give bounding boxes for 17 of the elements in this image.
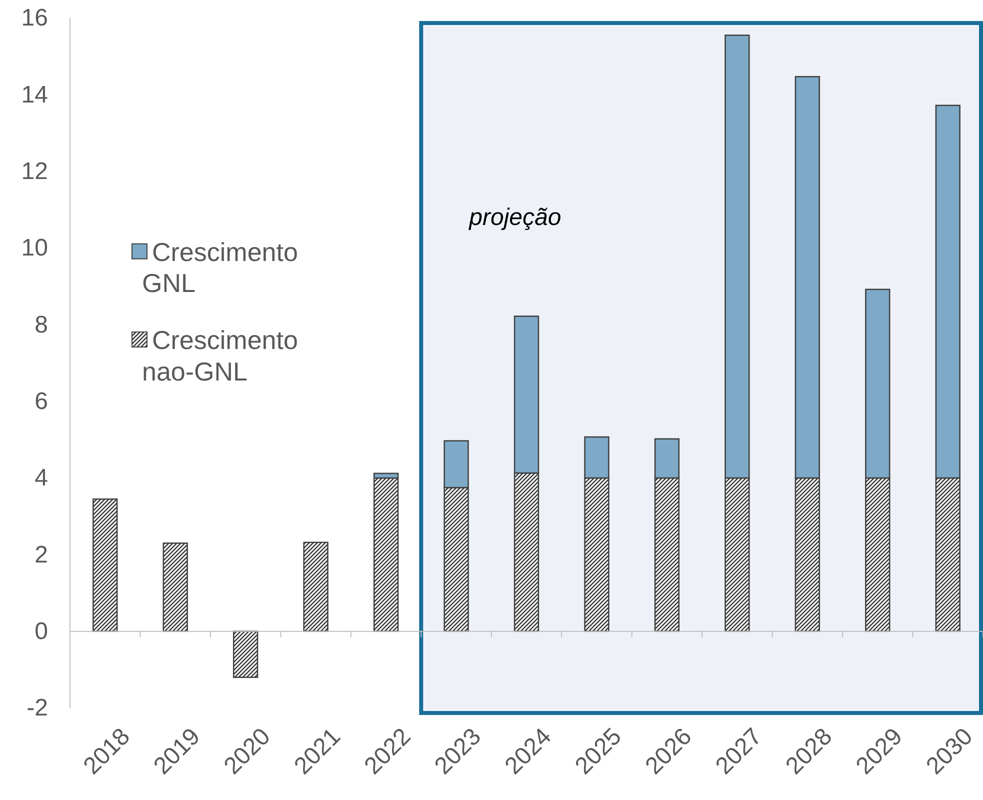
band-label: projeção: [468, 204, 562, 231]
y-tick-label: 16: [21, 4, 48, 32]
bar: [92, 498, 118, 632]
bar: [303, 542, 328, 632]
legend-label: Crescimento GNL: [142, 236, 298, 298]
y-tick-label: 8: [34, 311, 48, 338]
legend-label: Crescimento nao-GNL: [142, 325, 298, 386]
y-tick-label: 12: [21, 158, 48, 186]
bar: [232, 630, 258, 678]
y-tick-label: 10: [21, 234, 48, 262]
y-tick-label: 2: [34, 541, 48, 568]
y-tick-label: 4: [34, 464, 48, 492]
bar: [162, 542, 188, 632]
y-tick-label: 0: [34, 618, 48, 646]
y-tick-label: -2: [26, 694, 48, 722]
y-tick-label: 6: [34, 388, 48, 416]
y-tick-label: 14: [21, 81, 48, 108]
